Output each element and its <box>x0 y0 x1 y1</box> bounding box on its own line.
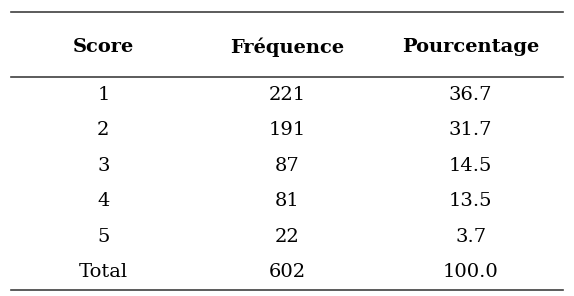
Text: Score: Score <box>73 38 134 56</box>
Text: 31.7: 31.7 <box>449 121 492 139</box>
Text: 221: 221 <box>269 86 305 104</box>
Text: 5: 5 <box>97 228 110 246</box>
Text: 81: 81 <box>274 192 300 210</box>
Text: Total: Total <box>79 263 128 281</box>
Text: 2: 2 <box>97 121 110 139</box>
Text: 87: 87 <box>274 157 300 175</box>
Text: Fréquence: Fréquence <box>230 38 344 57</box>
Text: 36.7: 36.7 <box>449 86 492 104</box>
Text: 1: 1 <box>97 86 110 104</box>
Text: 13.5: 13.5 <box>449 192 492 210</box>
Text: Pourcentage: Pourcentage <box>402 38 540 56</box>
Text: 3.7: 3.7 <box>455 228 486 246</box>
Text: 3: 3 <box>97 157 110 175</box>
Text: 191: 191 <box>269 121 305 139</box>
Text: 4: 4 <box>97 192 110 210</box>
Text: 22: 22 <box>274 228 300 246</box>
Text: 602: 602 <box>269 263 305 281</box>
Text: 14.5: 14.5 <box>449 157 492 175</box>
Text: 100.0: 100.0 <box>443 263 499 281</box>
